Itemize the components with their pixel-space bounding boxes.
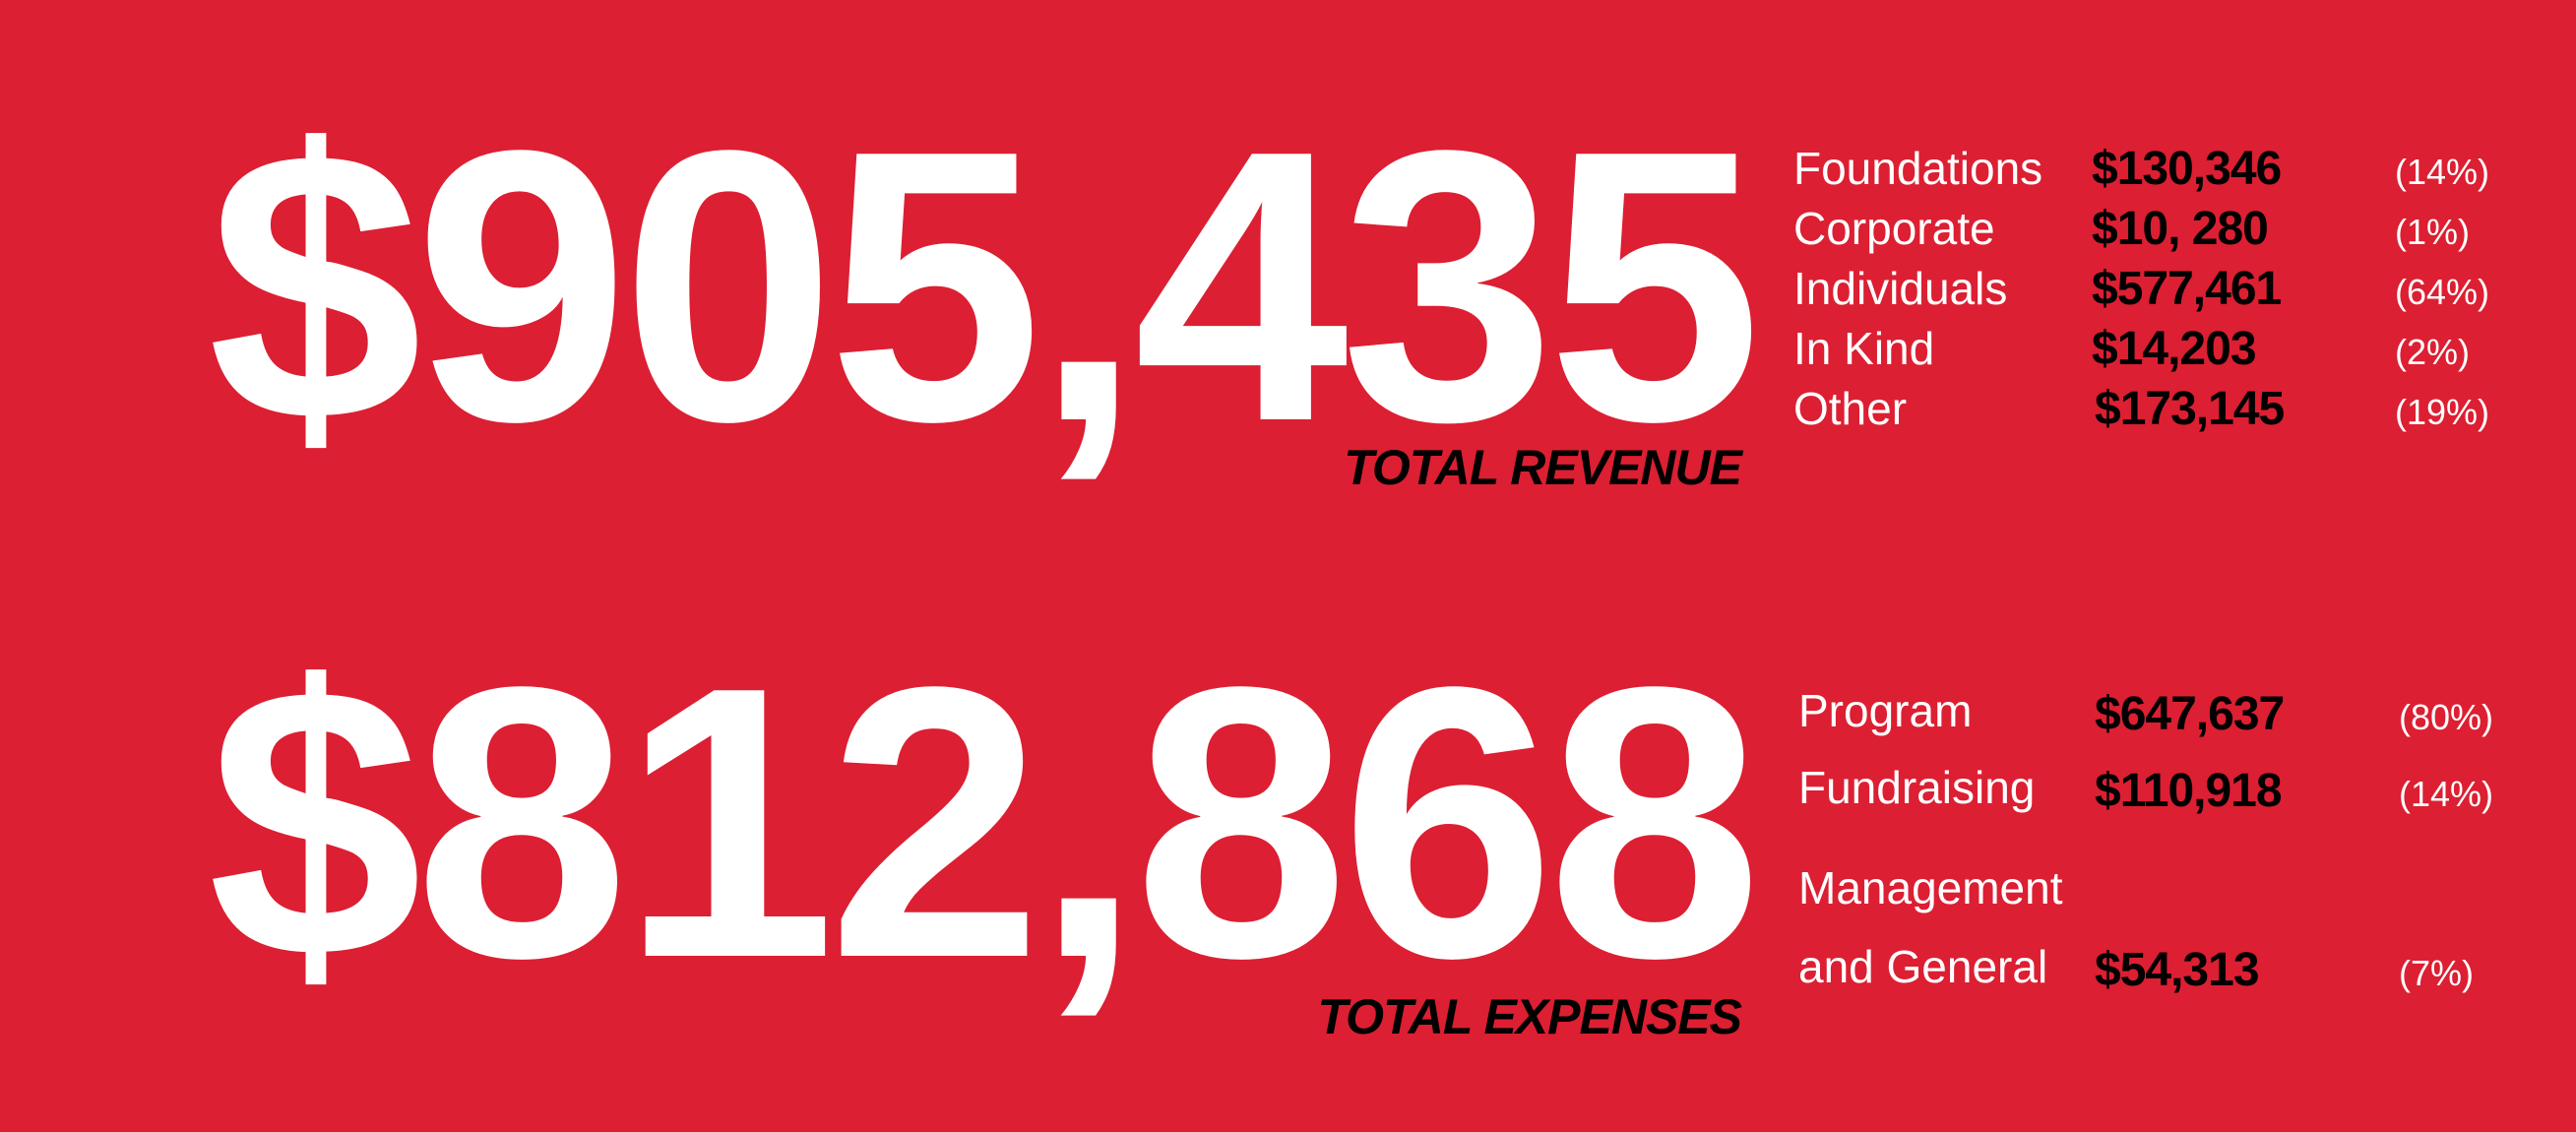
expense-item-amount: $110,918 (2095, 765, 2283, 817)
expense-item-label: Fundraising (1798, 762, 2036, 813)
revenue-item-label: Foundations (1793, 143, 2043, 194)
expense-item-percent: (14%) (2399, 774, 2494, 814)
revenue-item-label: Other (1793, 383, 1908, 434)
total-expenses-label: TOTAL EXPENSES (1317, 989, 1742, 1044)
expense-item-percent: (80%) (2399, 697, 2494, 737)
revenue-item-amount: $173,145 (2095, 383, 2285, 435)
revenue-item-percent: (19%) (2395, 392, 2490, 432)
revenue-item-amount: $14,203 (2092, 323, 2257, 375)
expense-item-amount: $54,313 (2095, 944, 2260, 996)
revenue-item-percent: (64%) (2395, 272, 2490, 312)
total-expenses: $812,868 (208, 607, 1762, 1038)
revenue-item-label: In Kind (1793, 323, 1935, 374)
total-revenue-label: TOTAL REVENUE (1344, 440, 1742, 495)
expense-item-label: Program (1798, 685, 1973, 736)
expense-item-label: Management and General (1798, 862, 2063, 992)
revenue-item-amount: $130,346 (2092, 143, 2282, 195)
expense-item-percent: (7%) (2399, 953, 2475, 993)
expense-item-amount: $647,637 (2095, 688, 2285, 740)
revenue-item-percent: (1%) (2395, 212, 2471, 252)
revenue-item-label: Individuals (1793, 263, 2008, 314)
revenue-item-percent: (2%) (2395, 332, 2471, 372)
revenue-item-percent: (14%) (2395, 152, 2490, 192)
revenue-item-amount: $577,461 (2092, 263, 2282, 315)
revenue-item-label: Corporate (1793, 203, 1995, 254)
total-revenue: $905,435 (208, 71, 1762, 502)
revenue-item-amount: $10, 280 (2092, 203, 2269, 255)
